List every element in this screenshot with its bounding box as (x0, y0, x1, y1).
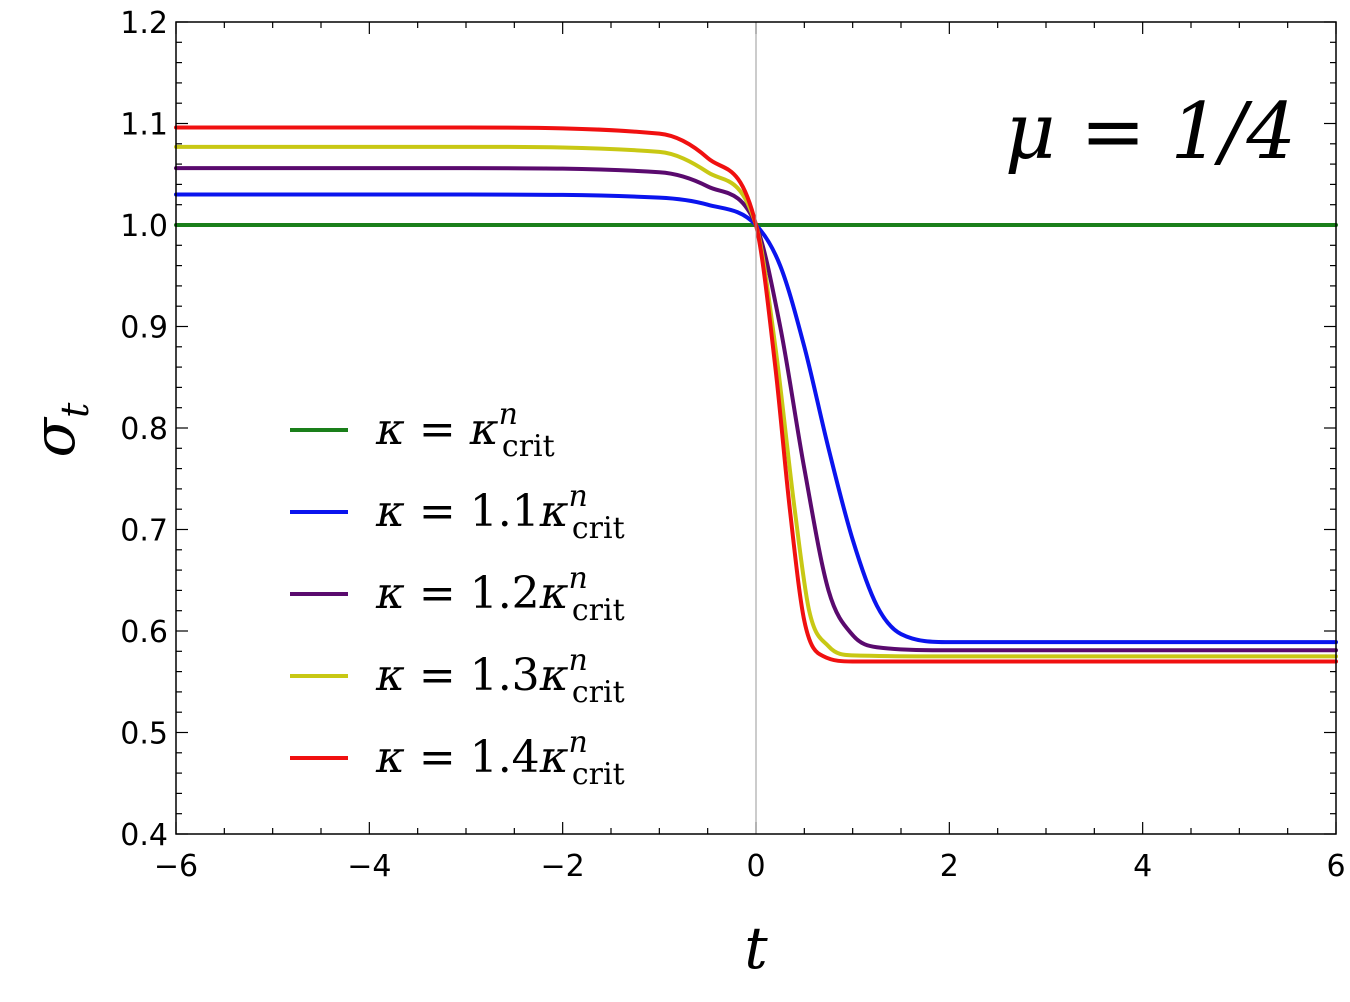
legend-label: κ = 1.1κn crit (375, 479, 625, 546)
legend: κ = κn crit κ = 1.1κn crit κ = 1.2κn crit κ = … (290, 397, 625, 792)
x-tick-label: 2 (940, 849, 959, 884)
y-tick-label: 0.9 (120, 311, 168, 346)
legend-item: κ = 1.2κn crit (290, 561, 625, 628)
legend-item: κ = κn crit (290, 397, 555, 464)
y-tick-label: 0.6 (120, 615, 168, 650)
y-tick-label: 0.7 (120, 514, 168, 549)
series-line-4 (174, 125, 1338, 664)
x-axis-label: t (744, 914, 768, 982)
x-tick-label: −6 (154, 849, 198, 884)
y-axis-label: σt (20, 402, 97, 458)
legend-label: κ = 1.4κn crit (375, 725, 625, 792)
x-tick-label: 6 (1326, 849, 1345, 884)
legend-label: κ = 1.3κn crit (375, 643, 625, 710)
legend-item: κ = 1.3κn crit (290, 643, 625, 710)
svg-text:σt: σt (20, 402, 97, 458)
legend-label: κ = 1.2κn crit (375, 561, 625, 628)
axis-ticks (175, 21, 1337, 835)
mu-annotation: μ = 1/4 (1005, 87, 1296, 177)
plot-frame (175, 21, 1337, 835)
y-tick-label: 0.5 (120, 717, 168, 752)
y-tick-label: 0.4 (120, 818, 168, 853)
series-line-2 (174, 166, 1338, 653)
y-tick-label: 1.0 (120, 209, 168, 244)
series-line-3 (174, 144, 1338, 659)
x-tick-label: 0 (746, 849, 765, 884)
series-line-1 (174, 192, 1338, 645)
legend-item: κ = 1.1κn crit (290, 479, 625, 546)
x-tick-label: −4 (347, 849, 391, 884)
y-tick-label: 0.8 (120, 412, 168, 447)
x-tick-label: 4 (1133, 849, 1152, 884)
legend-label: κ = κn crit (375, 397, 555, 464)
legend-item: κ = 1.4κn crit (290, 725, 625, 792)
tick-labels: −6 −4 −2 0 2 4 6 0.4 0.5 0.6 0.7 0.8 0.9 1.0 1.1 1.2 (120, 6, 1345, 884)
y-tick-label: 1.1 (120, 108, 168, 143)
x-tick-label: −2 (541, 849, 585, 884)
y-tick-label: 1.2 (120, 6, 168, 41)
